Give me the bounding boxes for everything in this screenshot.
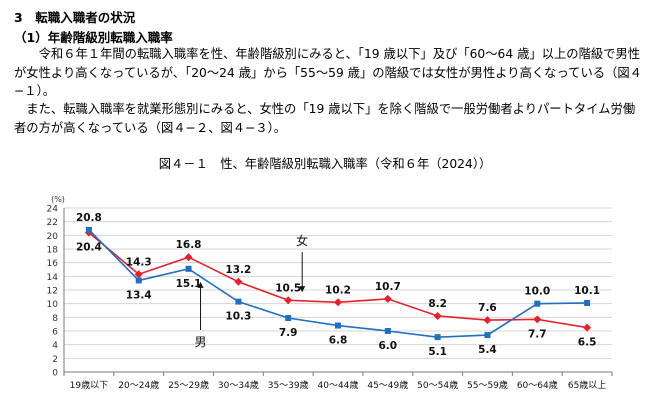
x-tick-label: 55～59歳 — [467, 379, 508, 391]
section-heading: 3 転職入職者の状況 — [14, 10, 136, 25]
y-tick-label: 10 — [47, 300, 59, 310]
data-point-female — [483, 316, 492, 325]
data-label-male: 10.0 — [524, 286, 550, 298]
data-point-male — [534, 300, 541, 307]
data-point-female — [234, 277, 243, 286]
y-axis-unit: (%) — [51, 195, 65, 204]
annotation-arrowhead-female — [299, 286, 306, 293]
data-point-female — [134, 270, 143, 279]
data-label-male: 10.3 — [225, 311, 251, 323]
y-tick-label: 22 — [47, 218, 58, 228]
data-label-male: 13.4 — [126, 289, 152, 301]
data-point-male — [584, 299, 591, 306]
annotation-arrowhead-male — [197, 281, 204, 288]
data-point-male — [85, 226, 92, 233]
data-label-female: 10.5 — [275, 282, 301, 294]
data-label-female: 7.7 — [528, 328, 547, 340]
data-label-male: 6.0 — [379, 340, 398, 352]
data-label-female: 13.2 — [225, 264, 251, 276]
y-tick-label: 16 — [47, 259, 59, 269]
figure-title: 図４－１ 性、年齢階級別転職入職率（令和６年（2024）） — [158, 157, 492, 171]
y-tick-label: 18 — [47, 246, 59, 256]
y-tick-label: 8 — [52, 314, 58, 324]
data-label-female: 7.6 — [478, 302, 497, 314]
x-tick-label: 45～49歳 — [367, 379, 408, 391]
data-point-male — [235, 298, 242, 305]
data-point-male — [335, 322, 341, 329]
data-point-male — [434, 334, 441, 341]
data-label-male: 5.4 — [478, 344, 497, 356]
y-tick-label: 2 — [52, 355, 58, 365]
data-label-female: 14.3 — [126, 256, 152, 268]
subsection-heading: （1）年齢階級別転職入職率 — [14, 30, 173, 45]
data-label-female: 6.5 — [578, 337, 597, 349]
data-label-male: 10.1 — [574, 285, 600, 297]
y-tick-label: 4 — [52, 341, 58, 351]
paragraph-2: また、転職入職率を就業形態別にみると、女性の「19 歳以下」を除く階級で一般労働… — [14, 102, 636, 135]
paragraph-1: 令和６年１年間の転職入職率を性、年齢階級別にみると、「19 歳以下」及び「60～… — [14, 47, 642, 98]
x-tick-label: 35～39歳 — [268, 379, 309, 391]
y-tick-label: 12 — [47, 287, 58, 297]
y-tick-label: 20 — [47, 232, 59, 242]
data-point-female — [383, 294, 392, 303]
series-line-female — [88, 231, 588, 329]
data-label-female: 10.7 — [375, 281, 401, 293]
y-tick-label: 6 — [52, 328, 58, 338]
data-point-female — [334, 298, 342, 307]
x-tick-label: 65歳以上 — [568, 379, 606, 391]
x-tick-label: 19歳以下 — [70, 379, 108, 391]
data-label-female: 16.8 — [176, 239, 202, 251]
data-label-male: 6.8 — [329, 335, 348, 347]
data-label-male: 5.1 — [428, 346, 447, 358]
y-tick-label: 14 — [47, 273, 59, 283]
y-tick-label: 0 — [52, 369, 58, 379]
x-tick-label: 30～34歳 — [218, 379, 259, 391]
x-tick-label: 40～44歳 — [318, 379, 359, 391]
data-point-male — [384, 328, 391, 334]
data-label-male: 20.8 — [76, 212, 102, 224]
y-tick-label: 24 — [47, 205, 59, 215]
data-point-male — [285, 315, 292, 322]
x-tick-label: 60～64歳 — [517, 379, 558, 391]
data-point-female — [433, 311, 442, 320]
data-point-female — [184, 253, 193, 262]
data-point-female — [284, 296, 293, 305]
data-label-female: 8.2 — [428, 298, 447, 310]
x-tick-label: 50～54歳 — [417, 379, 458, 391]
data-point-female — [583, 323, 592, 332]
data-point-male — [135, 277, 142, 284]
data-label-female: 10.2 — [325, 284, 351, 296]
annotation-label-male: 男 — [195, 335, 207, 349]
data-point-male — [185, 265, 192, 272]
x-tick-label: 20～24歳 — [118, 379, 159, 391]
x-tick-label: 25～29歳 — [168, 379, 209, 391]
annotation-label-female: 女 — [296, 233, 308, 248]
data-label-female: 20.4 — [76, 242, 102, 254]
data-point-male — [484, 332, 491, 339]
data-label-male: 15.1 — [176, 278, 202, 290]
data-label-male: 7.9 — [279, 327, 298, 339]
data-point-female — [533, 315, 542, 324]
